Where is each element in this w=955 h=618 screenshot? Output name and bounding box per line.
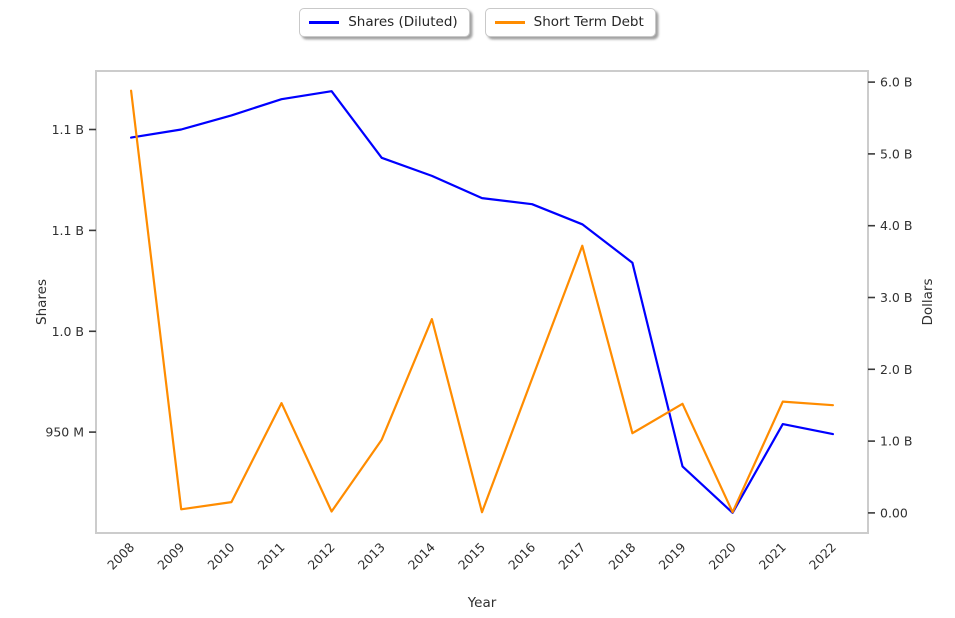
- legend-label-short-term-debt: Short Term Debt: [533, 14, 644, 30]
- left-tick-label: 1.0 B: [52, 324, 84, 339]
- x-tick-label: 2010: [204, 539, 237, 572]
- x-tick-label: 2019: [656, 539, 689, 572]
- legend-item-shares-diluted: Shares (Diluted): [299, 8, 470, 37]
- x-tick-label: 2016: [505, 539, 538, 572]
- legend-item-short-term-debt: Short Term Debt: [484, 8, 656, 37]
- x-tick-label: 2008: [104, 539, 137, 572]
- right-tick-label: 3.0 B: [880, 290, 912, 305]
- right-tick-label: 4.0 B: [880, 218, 912, 233]
- right-tick-label: 5.0 B: [880, 146, 912, 161]
- x-tick-label: 2018: [605, 539, 638, 572]
- right-tick-label: 2.0 B: [880, 362, 912, 377]
- legend-label-shares-diluted: Shares (Diluted): [348, 14, 458, 30]
- x-tick-label: 2009: [154, 539, 187, 572]
- legend-swatch-shares-diluted: [309, 21, 340, 24]
- right-axis-title: Dollars: [920, 278, 936, 325]
- x-tick-label: 2011: [255, 540, 288, 573]
- x-tick-label: 2015: [455, 540, 488, 573]
- x-tick-label: 2022: [806, 540, 839, 573]
- legend: Shares (Diluted) Short Term Debt: [0, 8, 955, 37]
- right-tick-label: 0.00: [880, 505, 908, 520]
- right-tick-label: 1.0 B: [880, 434, 912, 449]
- x-tick-label: 2012: [305, 540, 338, 573]
- plot-border: [95, 70, 869, 534]
- left-axis-title: Shares: [34, 279, 50, 325]
- legend-swatch-short-term-debt: [494, 21, 525, 24]
- right-tick-label: 6.0 B: [880, 75, 912, 90]
- x-tick-label: 2020: [706, 539, 739, 572]
- left-tick-label: 1.1 B: [52, 122, 84, 137]
- x-tick-label: 2021: [756, 540, 789, 573]
- series-line-shares-diluted: [130, 90, 835, 514]
- left-tick-label: 1.1 B: [52, 223, 84, 238]
- series-line-short-term-debt: [130, 89, 835, 514]
- x-tick-label: 2014: [405, 539, 438, 572]
- left-tick-label: 950 M: [45, 425, 84, 440]
- x-axis-title: Year: [467, 595, 497, 611]
- x-tick-label: 2017: [555, 540, 588, 573]
- x-tick-label: 2013: [355, 540, 388, 573]
